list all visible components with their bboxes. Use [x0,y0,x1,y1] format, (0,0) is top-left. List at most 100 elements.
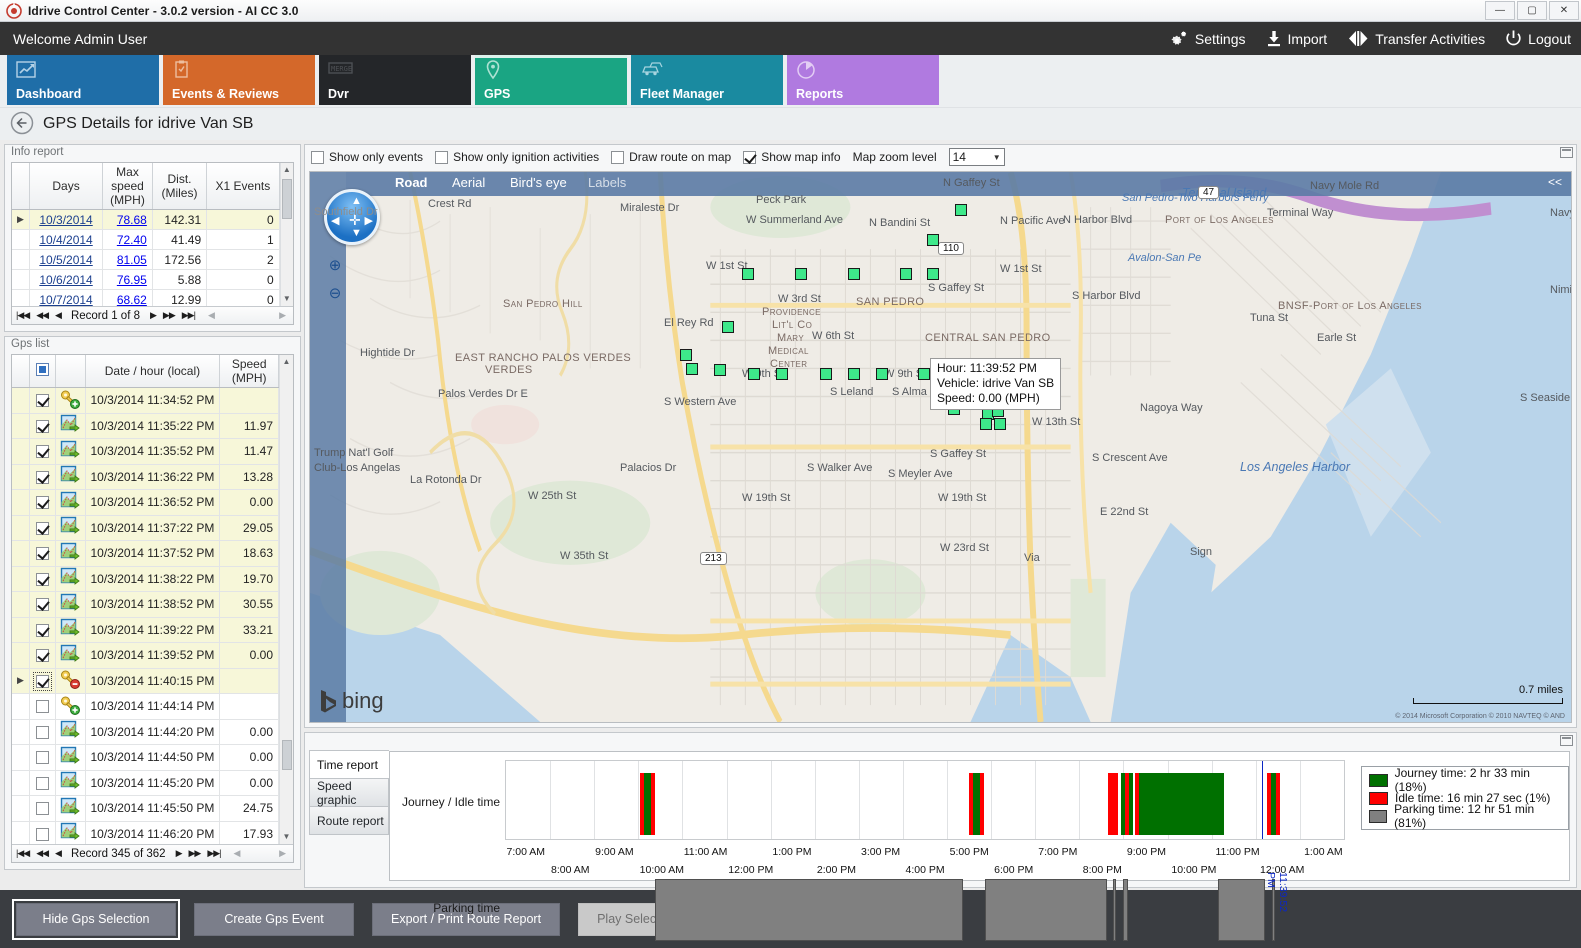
map-panel-restore-button[interactable] [1560,147,1573,158]
row-checkbox[interactable] [35,394,49,408]
row-checkbox[interactable] [35,445,49,459]
chart-plot-area[interactable] [505,760,1345,941]
prev-record-button[interactable]: ◀ [55,848,62,858]
window-controls[interactable]: — ▢ ✕ [1485,1,1579,20]
list-item[interactable]: 10/3/2014 11:34:52 PM [12,387,279,414]
scroll-thumb[interactable] [281,740,292,770]
row-checkbox[interactable] [35,623,49,637]
hscroll-left-icon[interactable]: ◀ [233,848,241,858]
export-print-route-report-button[interactable]: Export / Print Route Report [372,902,561,936]
list-item[interactable]: 10/3/2014 11:38:22 PM 19.70 [12,566,279,592]
row-checkbox[interactable] [35,598,49,612]
map-marker[interactable] [680,349,692,361]
column-days[interactable]: Days [29,163,104,210]
row-checkbox[interactable] [35,802,49,816]
tab-speed-graphic[interactable]: Speed graphic [309,778,389,807]
map-marker[interactable] [918,368,930,380]
row-checkbox-cell[interactable] [29,464,56,490]
row-checkbox-cell[interactable] [29,770,56,796]
map-canvas[interactable]: Road Aerial Bird's eye Labels << ▲ ▼ ◀ ▶… [309,171,1572,723]
row-checkbox[interactable] [35,521,49,535]
hscroll-right-icon[interactable]: ▶ [279,310,286,320]
show-only-events-checkbox[interactable] [311,150,324,164]
next-page-button[interactable]: ▶▶ [162,310,176,320]
column-dist[interactable]: Dist. (Miles) [152,163,208,210]
show-only-events-option[interactable]: Show only events [311,150,423,164]
map-mode-labels[interactable]: Labels [588,175,627,190]
row-checkbox-cell[interactable] [29,515,56,541]
row-checkbox-cell[interactable] [29,744,56,771]
row-checkbox[interactable] [35,700,49,714]
table-row[interactable]: 10/5/2014 81.05 172.56 2 [12,249,280,270]
scroll-up-icon[interactable]: ▲ [282,165,291,174]
map-marker[interactable] [927,268,939,280]
row-checkbox-cell[interactable] [29,540,56,567]
map-zoom-out-button[interactable]: ⊖ [328,285,342,302]
nav-tile-reports[interactable]: Reports [787,55,939,105]
row-checkbox[interactable] [35,496,49,510]
row-checkbox-cell[interactable] [29,413,56,439]
row-checkbox[interactable] [35,547,49,561]
info-report-scrollbar[interactable]: ▲ ▼ [279,163,293,306]
transfer-activities-button[interactable]: Transfer Activities [1347,30,1485,47]
scroll-thumb[interactable] [281,179,292,219]
table-row[interactable]: 10/4/2014 72.40 41.49 1 [12,229,280,250]
list-item[interactable]: 10/3/2014 11:44:20 PM 0.00 [12,719,279,745]
map-collapse-button[interactable]: << [1547,175,1562,189]
show-only-ignition-activities-option[interactable]: Show only ignition activities [435,150,599,164]
prev-page-button[interactable]: ◀◀ [36,848,49,858]
map-zoom-level-select[interactable]: 14 ▼ [948,148,1005,166]
create-gps-event-button[interactable]: Create Gps Event [194,902,354,936]
row-checkbox-cell[interactable] [29,668,56,694]
next-record-button[interactable]: ▶ [175,848,183,858]
row-checkbox-cell[interactable] [29,719,56,745]
list-item[interactable]: 10/3/2014 11:46:20 PM 17.93 [12,821,279,844]
column-x1-events[interactable]: X1 Events [206,163,280,210]
scroll-up-icon[interactable]: ▲ [282,357,291,366]
map-marker[interactable] [795,268,807,280]
map-marker[interactable] [686,363,698,375]
prev-page-button[interactable]: ◀◀ [36,310,49,320]
map-marker[interactable] [820,368,832,380]
map-marker[interactable] [900,268,912,280]
map-marker[interactable] [748,368,760,380]
list-item[interactable]: ▶ 10/3/2014 11:40:15 PM [12,668,279,694]
row-checkbox-cell[interactable] [29,821,56,844]
map-marker[interactable] [927,234,939,246]
map-marker[interactable] [955,204,967,216]
list-item[interactable]: 10/3/2014 11:37:52 PM 18.63 [12,540,279,567]
map-pan-control[interactable]: ▲ ▼ ◀ ▶ ✛ [324,189,380,245]
row-checkbox-cell[interactable] [29,489,56,516]
list-item[interactable]: 10/3/2014 11:36:52 PM 0.00 [12,489,279,516]
list-item[interactable]: 10/3/2014 11:45:50 PM 24.75 [12,795,279,822]
close-button[interactable]: ✕ [1549,1,1579,20]
row-checkbox[interactable] [35,419,49,433]
first-record-button[interactable]: |◀◀ [16,848,30,858]
map-marker[interactable] [876,368,888,380]
map-zoom-in-button[interactable]: ⊕ [328,257,342,274]
cell-max-speed[interactable]: 68.62 [102,289,153,306]
map-mode-road[interactable]: Road [395,175,428,190]
map-marker[interactable] [742,268,754,280]
cell-day[interactable]: 10/6/2014 [29,269,104,290]
tab-route-report[interactable]: Route report [309,806,389,835]
row-checkbox-cell[interactable] [29,617,56,643]
map-mode-birds-eye[interactable]: Bird's eye [510,175,567,190]
list-item[interactable]: 10/3/2014 11:39:22 PM 33.21 [12,617,279,643]
row-checkbox[interactable] [35,725,49,739]
import-button[interactable]: Import [1266,30,1327,47]
row-checkbox-cell[interactable] [29,795,56,822]
map-marker[interactable] [980,418,992,430]
cell-day[interactable]: 10/3/2014 [29,209,104,230]
list-item[interactable]: 10/3/2014 11:45:20 PM 0.00 [12,770,279,796]
column-speed[interactable]: Speed (MPH) [219,355,279,388]
row-checkbox-cell[interactable] [29,591,56,618]
hscroll-left-icon[interactable]: ◀ [207,310,215,320]
map-marker[interactable] [776,368,788,380]
list-item[interactable]: 10/3/2014 11:39:52 PM 0.00 [12,642,279,669]
row-checkbox[interactable] [35,776,49,790]
last-record-button[interactable]: ▶▶| [181,310,196,320]
cell-day[interactable]: 10/7/2014 [29,289,104,306]
cell-max-speed[interactable]: 76.95 [102,269,153,290]
map-mode-aerial[interactable]: Aerial [452,175,486,190]
